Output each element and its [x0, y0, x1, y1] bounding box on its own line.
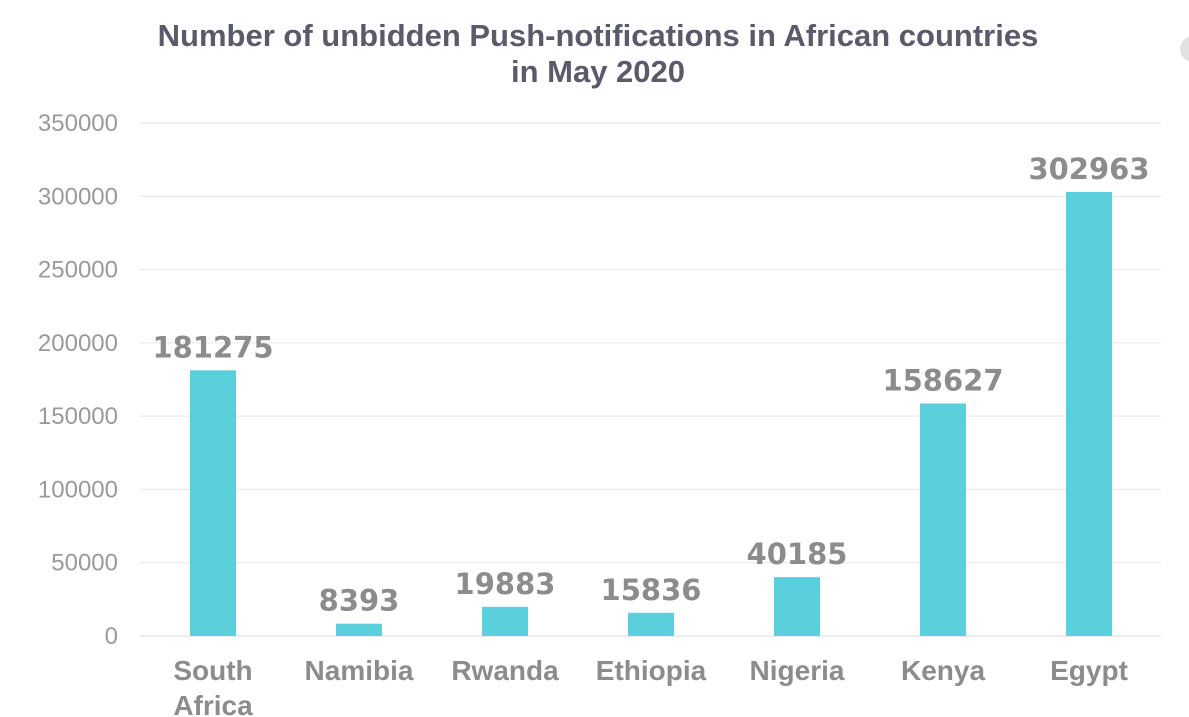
- y-tick-label: 300000: [38, 183, 118, 210]
- y-tick-label: 200000: [38, 330, 118, 357]
- circle-icon[interactable]: [1180, 36, 1189, 62]
- y-axis-tick-labels: 0 50000 100000 150000 200000 250000 300000 3500…: [38, 110, 118, 650]
- bar: [1066, 191, 1112, 636]
- bar: [628, 612, 674, 636]
- category-label: Namibia: [305, 655, 414, 686]
- category-label: Kenya: [901, 655, 985, 686]
- data-label: 19883: [455, 567, 556, 601]
- bar: [774, 577, 820, 636]
- chart-title-line-2: in May 2020: [510, 54, 686, 89]
- data-label: 40185: [747, 537, 848, 571]
- category-label: South: [173, 655, 252, 686]
- y-tick-label: 150000: [38, 403, 118, 430]
- data-labels: 181275 8393 19883 15836 40185 158627 302963: [152, 152, 1149, 618]
- bars: [190, 191, 1112, 636]
- x-axis-category-labels: South Africa Namibia Rwanda Ethiopia Nigeria K…: [173, 655, 1128, 717]
- category-label: Nigeria: [750, 655, 845, 686]
- y-tick-label: 100000: [38, 476, 118, 503]
- category-label: Egypt: [1050, 655, 1128, 686]
- bar: [190, 370, 236, 636]
- data-label: 158627: [882, 363, 1003, 397]
- y-tick-label: 0: [105, 623, 118, 650]
- gridlines: [140, 122, 1161, 637]
- bar: [336, 623, 382, 636]
- data-label: 181275: [152, 330, 273, 364]
- y-tick-label: 350000: [38, 110, 118, 137]
- bar: [920, 403, 966, 636]
- data-label: 15836: [601, 573, 702, 607]
- category-label: Ethiopia: [596, 655, 707, 686]
- y-tick-label: 250000: [38, 257, 118, 284]
- data-label: 302963: [1028, 152, 1149, 186]
- y-tick-label: 50000: [51, 550, 118, 577]
- chart-title-line-1: Number of unbidden Push-notifications in…: [157, 18, 1039, 53]
- category-label: Africa: [173, 690, 253, 717]
- data-label: 8393: [319, 584, 400, 618]
- bar: [482, 606, 528, 636]
- chart-title: Number of unbidden Push-notifications in…: [0, 18, 1189, 90]
- category-label: Rwanda: [451, 655, 559, 686]
